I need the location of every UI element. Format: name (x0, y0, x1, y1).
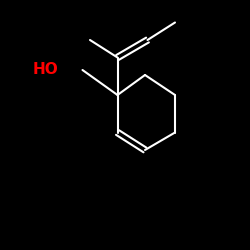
Text: HO: HO (32, 62, 58, 78)
